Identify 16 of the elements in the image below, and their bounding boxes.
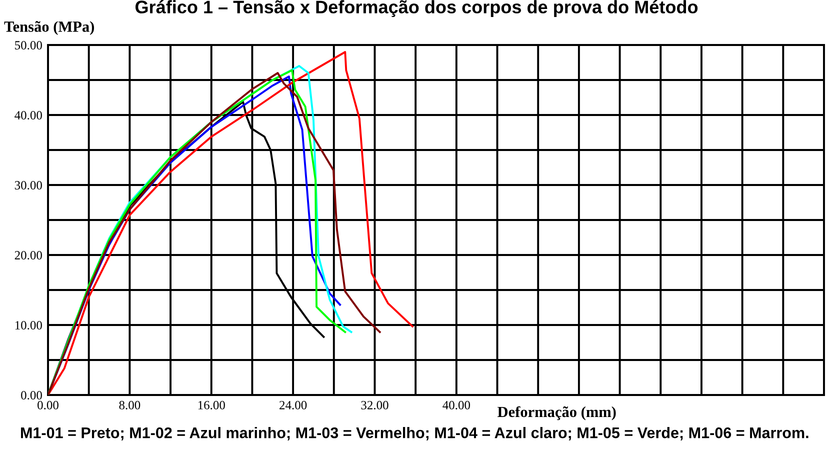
x-tick-label: 40.00 [442,400,470,410]
y-tick-label: 50.00 [15,41,42,50]
y-tick-label: 0.00 [21,391,42,400]
x-axis-title: Deformação (mm) [498,406,616,420]
y-axis-title: Tensão (MPa) [4,21,94,35]
y-tick-label: 10.00 [15,321,42,330]
x-tick-label: 8.00 [119,400,140,410]
y-tick-label: 30.00 [14,181,42,190]
y-tick-label: 40.00 [14,111,42,120]
x-tick-label: 16.00 [198,400,225,410]
x-tick-label: 32.00 [361,400,388,410]
y-tick-label: 20.00 [14,251,42,260]
text: M1-01 = Preto; M1-02 = Azul marinho; M1-03 = Vermelho; M1-04 = Azul claro; M1-05 = Verde; M1-06 = Marrom. [21,427,808,440]
chart-title: Gráfico 1 – Tensão x Deformação dos corpos de prova do Método [136,0,698,17]
x-tick-label: 0.00 [38,400,58,410]
x-tick-label: 24.00 [280,400,307,410]
